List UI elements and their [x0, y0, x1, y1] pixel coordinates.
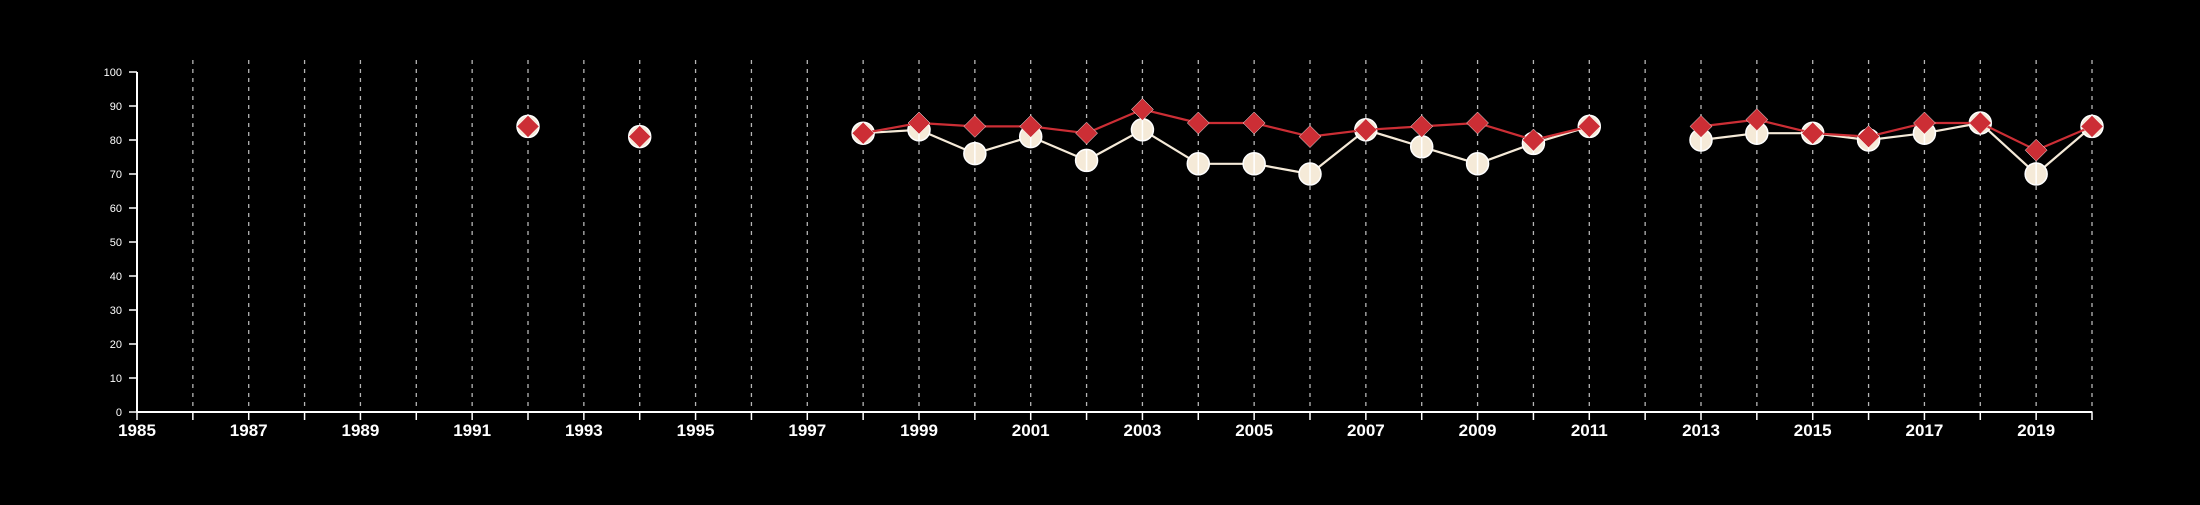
x-tick-label: 1989: [342, 421, 380, 440]
data-point: [1242, 111, 1266, 135]
y-tick-label: 90: [110, 101, 122, 113]
x-tick-label: 1997: [788, 421, 826, 440]
axes: 0 10 20 30 40 50 60 70 80 90 100 1985 1987 1989 1991 19…: [104, 67, 2093, 440]
data-point: [2024, 138, 2048, 162]
data-point: [1745, 108, 1769, 131]
series-1: [516, 111, 2104, 186]
y-tick-label: 60: [110, 203, 122, 215]
series-2-segment: [1756, 118, 1813, 135]
data-point: [1577, 115, 1601, 138]
y-tick-label: 70: [110, 169, 122, 181]
series-2-segment: [1253, 121, 1311, 138]
series-2-segment: [1142, 108, 1199, 125]
data-point: [1522, 128, 1545, 152]
x-tick-label: 2003: [1124, 421, 1162, 440]
data-point: [1689, 115, 1713, 138]
data-point: [1968, 111, 1992, 135]
y-tick-label: 0: [116, 407, 122, 419]
x-tick-label: 2005: [1235, 421, 1273, 440]
data-point: [851, 121, 875, 145]
series-2-segment: [1868, 121, 1925, 138]
series-1-segment: [1979, 122, 2037, 175]
data-point: [1801, 121, 1825, 145]
series-1-segment: [1309, 128, 1367, 175]
x-tick-label: 2019: [2017, 421, 2055, 440]
y-tick-label: 30: [110, 305, 122, 317]
x-tick-label: 1999: [900, 421, 938, 440]
x-tick-label: 2009: [1459, 421, 1497, 440]
y-tick-label: 100: [104, 67, 122, 79]
data-point: [1857, 125, 1880, 148]
x-tick-label: 1987: [230, 421, 268, 440]
data-point: [1354, 118, 1378, 142]
data-point: [963, 115, 987, 138]
y-tick-label: 80: [110, 135, 122, 147]
x-tick-label: 2011: [1571, 421, 1608, 440]
series-2-segment: [1086, 108, 1143, 135]
data-point: [2080, 115, 2104, 138]
series-2: [516, 98, 2104, 162]
series-2-segment: [1477, 121, 1534, 142]
data-point: [1186, 111, 1210, 135]
data-point: [1131, 98, 1154, 121]
x-tick-label: 2001: [1012, 421, 1050, 440]
x-tick-label: 1993: [565, 421, 603, 440]
data-point: [1466, 111, 1489, 135]
x-tick-label: 2017: [1906, 421, 1944, 440]
x-tick-label: 1991: [453, 421, 491, 440]
data-point: [1298, 125, 1322, 148]
x-tick-label: 2007: [1347, 421, 1385, 440]
data-point: [628, 125, 652, 148]
x-tick-label: 1995: [677, 421, 715, 440]
data-point: [907, 111, 931, 135]
y-tick-label: 20: [110, 339, 122, 351]
y-tick-label: 10: [110, 373, 122, 385]
series-group: [516, 98, 2104, 186]
series-1-segment: [2035, 125, 2093, 175]
data-point: [1019, 115, 1043, 138]
series-2-segment: [2035, 125, 2093, 152]
series-2-segment: [1533, 125, 1590, 142]
x-tick-label: 1985: [118, 421, 156, 440]
data-point: [1913, 111, 1936, 135]
series-2-segment: [1979, 122, 2037, 152]
x-tick-label: 2013: [1682, 421, 1720, 440]
data-point: [516, 115, 540, 138]
x-tick-label: 2015: [1794, 421, 1832, 440]
data-point: [1075, 121, 1098, 145]
y-tick-label: 40: [110, 271, 122, 283]
data-point: [1410, 115, 1434, 138]
y-tick-label: 50: [110, 237, 122, 249]
